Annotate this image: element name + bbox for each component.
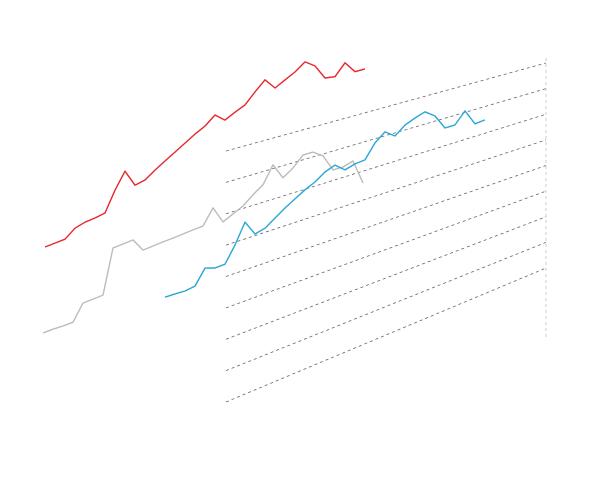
series-line — [164, 110, 486, 298]
series-line — [42, 151, 364, 334]
grid-line — [225, 267, 547, 403]
grid-line — [225, 165, 547, 277]
grid-line — [225, 113, 547, 215]
grid-line — [225, 62, 547, 152]
grid-line — [225, 88, 547, 183]
grid-line — [225, 190, 547, 309]
grid-line — [225, 242, 547, 371]
grid-line — [225, 139, 547, 246]
grid-line — [225, 216, 547, 340]
series-line — [44, 61, 366, 248]
